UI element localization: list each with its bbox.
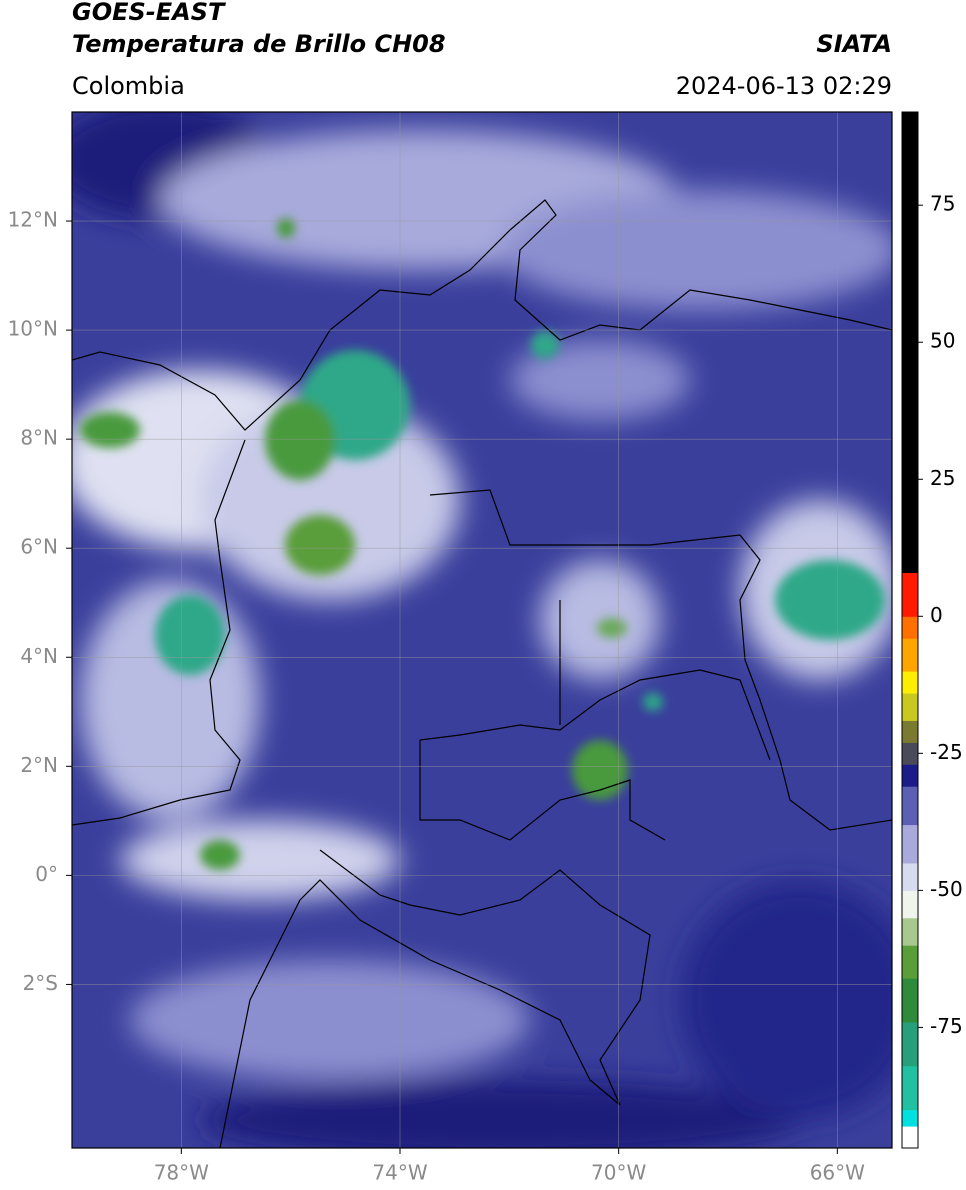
colorbar-segment — [902, 693, 918, 721]
colorbar-segment — [902, 917, 918, 946]
colorbar-tick-label: 75 — [930, 192, 955, 216]
colorbar-tick-label: -75 — [930, 1014, 963, 1038]
y-tick-label: 4°N — [20, 644, 58, 668]
colorbar-segment — [902, 1065, 918, 1111]
grid — [72, 112, 892, 1148]
title: GOES-EAST — [72, 0, 226, 26]
colorbar-segment — [902, 112, 918, 573]
colorbar-tick-label: -25 — [930, 740, 963, 764]
colorbar-tick-label: 50 — [930, 329, 955, 353]
x-tick-label: 66°W — [810, 1161, 865, 1185]
colorbar-tick-label: 25 — [930, 466, 955, 490]
y-tick-label: 10°N — [8, 317, 58, 341]
region: Colombia — [72, 72, 185, 100]
satellite-image — [72, 112, 892, 1148]
colorbar-segment — [902, 945, 918, 979]
datetime: 2024-06-13 02:29 — [676, 72, 892, 100]
colorbar-segment — [902, 1109, 918, 1127]
colorbar-segment — [902, 638, 918, 672]
y-tick-label: 12°N — [8, 208, 58, 232]
y-tick-label: 2°S — [23, 971, 58, 995]
x-tick-label: 78°W — [154, 1161, 209, 1185]
y-tick-label: 2°N — [20, 753, 58, 777]
map-frame — [71, 111, 893, 1149]
colorbar-segment — [902, 720, 918, 743]
colorbar-segment — [902, 742, 918, 765]
colorbar-segment — [902, 764, 918, 787]
source: SIATA — [816, 30, 892, 58]
colorbar-segment — [902, 572, 918, 617]
y-tick-label: 6°N — [20, 535, 58, 559]
y-tick-label: 0° — [35, 862, 58, 886]
x-tick-label: 70°W — [591, 1161, 646, 1185]
colorbar-segment — [902, 616, 918, 639]
colorbar-tick-label: 0 — [930, 603, 943, 627]
colorbar-segment — [902, 824, 918, 864]
colorbar-segment — [902, 978, 918, 1023]
colorbar-segment — [902, 890, 918, 919]
colorbar-frame — [901, 111, 919, 1149]
colorbar-segment — [902, 786, 918, 826]
colorbar-segment — [902, 1021, 918, 1067]
colorbar-segment — [902, 862, 918, 891]
x-tick-label: 74°W — [372, 1161, 427, 1185]
colorbar-tick-label: -50 — [930, 877, 963, 901]
colorbar-segment — [902, 1126, 918, 1149]
colorbar — [902, 112, 918, 1149]
title: Temperatura de Brillo CH08 — [72, 30, 446, 58]
y-tick-label: 8°N — [20, 426, 58, 450]
colorbar-segment — [902, 671, 918, 694]
